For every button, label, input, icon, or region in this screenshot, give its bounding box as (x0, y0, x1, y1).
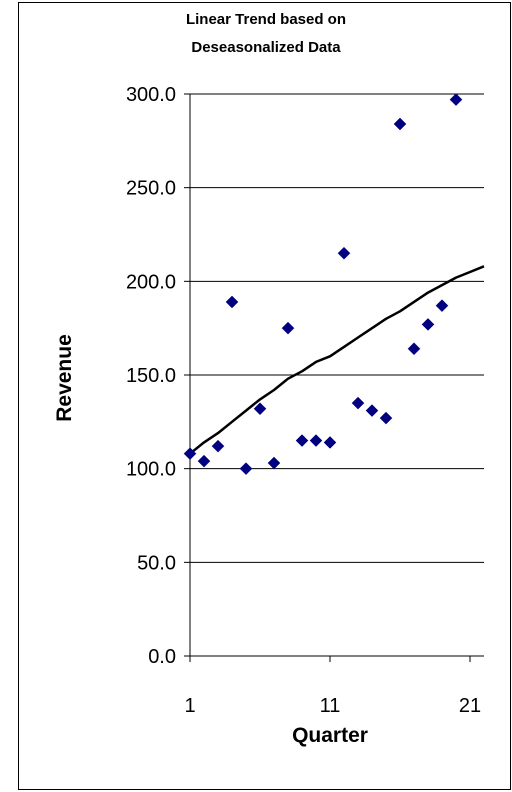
data-point-diamond (337, 246, 351, 260)
data-point-diamond (225, 295, 239, 309)
x-tick-label: 21 (459, 695, 481, 717)
data-point-diamond (253, 402, 267, 416)
data-point-diamond (239, 462, 253, 476)
data-point-diamond (379, 411, 393, 425)
chart-title-line-2: Deseasonalized Data (191, 39, 341, 56)
data-point-diamond (211, 439, 225, 453)
data-point-diamond (323, 436, 337, 449)
data-point-diamond (365, 404, 379, 417)
y-tick-label: 0.0 (148, 646, 176, 668)
data-point-diamond (421, 318, 435, 331)
y-axis-label: Revenue (53, 334, 76, 422)
axes (184, 93, 484, 662)
data-point-diamond (435, 299, 449, 313)
data-points (183, 93, 463, 476)
data-point-diamond (197, 454, 211, 468)
trend-line-layer (189, 265, 485, 455)
data-point-diamond (407, 342, 421, 356)
gridlines (190, 93, 484, 563)
x-axis-label: Quarter (292, 724, 368, 747)
data-point-diamond (309, 434, 323, 447)
y-tick-label: 300.0 (126, 84, 176, 106)
data-point-diamond (449, 93, 463, 106)
trend-line (189, 265, 485, 455)
y-tick-label: 50.0 (137, 552, 176, 574)
chart-title-line-1: Linear Trend based on (186, 11, 346, 28)
y-tick-label: 150.0 (126, 365, 176, 387)
data-point-diamond (393, 117, 407, 131)
x-tick-label: 11 (320, 695, 341, 717)
y-tick-label: 100.0 (126, 459, 176, 481)
data-point-diamond (351, 396, 365, 410)
data-point-diamond (295, 434, 309, 447)
y-tick-label: 250.0 (126, 178, 176, 200)
x-tick-label: 1 (184, 695, 195, 717)
data-point-diamond (267, 456, 281, 470)
data-point-diamond (183, 447, 197, 461)
y-tick-label: 200.0 (126, 271, 176, 293)
data-point-diamond (281, 321, 295, 335)
